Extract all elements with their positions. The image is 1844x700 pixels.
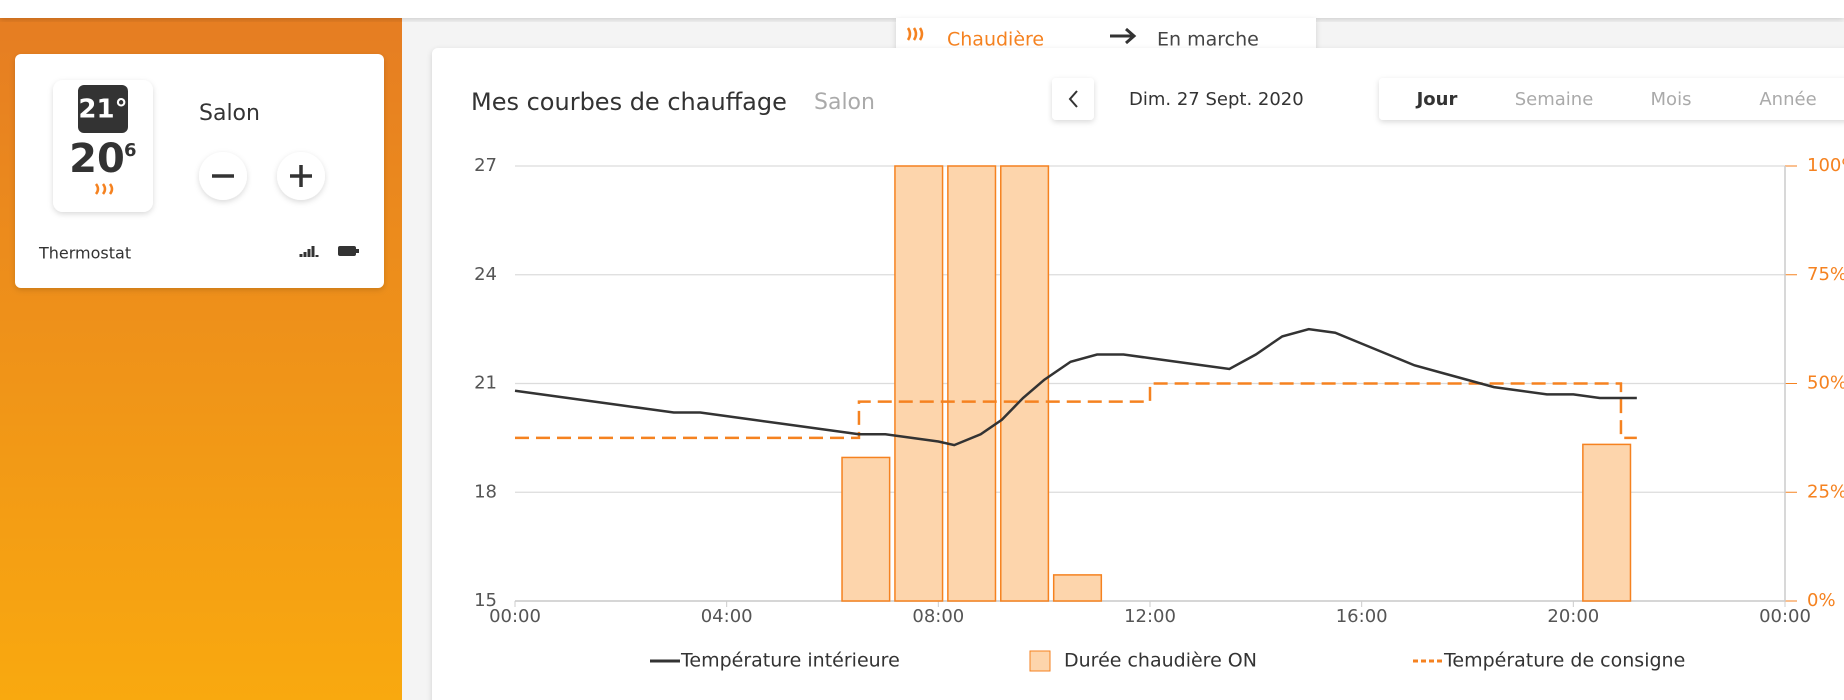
flame-icon	[906, 27, 924, 41]
y-tick-label: 18	[474, 481, 497, 502]
temperature-decimal: 6	[124, 140, 137, 161]
legend-label[interactable]: Durée chaudière ON	[1064, 650, 1257, 672]
y2-tick-label: 25%	[1807, 481, 1844, 502]
chart: 15 18 21 24 27 0% 25% 50% 75% 100% 00:00 04:00 08:00…	[474, 155, 1844, 672]
x-tick-label: 16:00	[1336, 606, 1388, 627]
legend-label[interactable]: Température intérieure	[680, 650, 900, 672]
boiler-label: Chaudière	[947, 29, 1044, 51]
y-tick-label: 27	[474, 155, 497, 176]
bar	[947, 165, 997, 602]
chart-room: Salon	[814, 90, 875, 115]
top-bar	[0, 0, 1844, 18]
bar	[894, 165, 944, 602]
bar	[1000, 165, 1050, 602]
device-name: Thermostat	[38, 244, 131, 263]
bar	[1052, 574, 1103, 602]
setpoint-display	[78, 85, 128, 133]
arrow-icon	[1110, 27, 1137, 45]
prev-icon	[1068, 90, 1078, 108]
plus-icon	[290, 165, 312, 187]
signal-icon	[299, 246, 319, 257]
x-tick-label: 00:00	[489, 606, 541, 627]
y-tick-label: 21	[474, 373, 497, 394]
period-tab[interactable]: Année	[1759, 89, 1816, 110]
legend-swatch	[1029, 650, 1051, 672]
setpoint-text: 21°	[78, 95, 127, 125]
y2-tick-label: 0%	[1807, 590, 1836, 611]
battery-tip	[356, 249, 359, 253]
x-tick-label: 04:00	[701, 606, 753, 627]
x-tick-label: 20:00	[1547, 606, 1599, 627]
x-tick-label: 00:00	[1759, 606, 1811, 627]
y2-tick-label: 50%	[1807, 373, 1844, 394]
temperature-text: 20	[69, 136, 125, 182]
y2-tick-label: 100%	[1807, 155, 1844, 176]
prev-day-button[interactable]	[1052, 78, 1094, 120]
y2-tick-label: 75%	[1807, 264, 1844, 285]
heating-icon	[94, 183, 114, 195]
period-tabs	[1379, 78, 1844, 120]
setpoint-line	[515, 382, 1637, 440]
x-tick-label: 12:00	[1124, 606, 1176, 627]
battery-icon	[338, 246, 356, 256]
x-tick-label: 08:00	[912, 606, 964, 627]
period-tab[interactable]: Mois	[1651, 89, 1692, 110]
y-tick-label: 15	[474, 590, 497, 611]
period-tab[interactable]: Semaine	[1515, 89, 1594, 110]
chart-card	[432, 48, 1844, 700]
y-tick-label: 24	[474, 264, 497, 285]
period-tab[interactable]: Jour	[1415, 89, 1458, 110]
bar	[1582, 443, 1632, 602]
date-label: Dim. 27 Sept. 2020	[1129, 89, 1304, 110]
chart-title: Mes courbes de chauffage	[471, 88, 787, 116]
legend-label[interactable]: Température de consigne	[1443, 650, 1685, 672]
room-name: Salon	[199, 101, 260, 126]
boiler-status: En marche	[1157, 29, 1259, 51]
bar	[841, 456, 891, 602]
temperature-line	[514, 327, 1637, 447]
